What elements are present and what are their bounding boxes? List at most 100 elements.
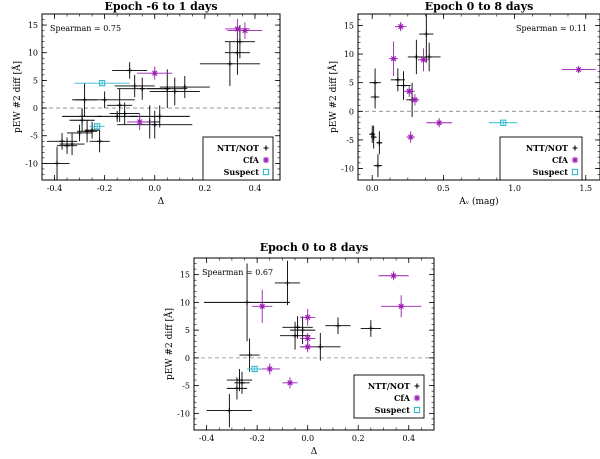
data-point	[251, 365, 258, 373]
data-point	[401, 83, 407, 89]
y-tick-label: -10	[25, 159, 38, 168]
data-point	[375, 163, 381, 169]
y-tick-label: 0	[185, 354, 190, 363]
legend-marker	[263, 145, 269, 151]
series-ntt-not	[204, 260, 381, 428]
data-point	[152, 122, 158, 128]
data-point	[397, 23, 404, 30]
y-tick-label: 10	[180, 298, 190, 307]
x-axis-label: Aᵥ (mag)	[458, 196, 498, 207]
data-point	[423, 31, 429, 37]
x-tick-label: 0.0	[301, 434, 314, 443]
legend-marker	[413, 406, 421, 414]
data-point	[244, 299, 250, 305]
data-point	[234, 385, 240, 391]
x-tick-label: 0.0	[148, 184, 161, 193]
data-point	[84, 128, 90, 134]
series-ntt-not	[369, 14, 441, 178]
y-tick-label: 0	[349, 107, 354, 116]
y-tick-label: -5	[30, 132, 38, 141]
data-point	[127, 67, 133, 73]
y-tick-label: 10	[28, 49, 38, 58]
data-point	[234, 25, 241, 33]
y-axis-label: pEW #2 diff [Å]	[327, 61, 339, 133]
series-suspect	[488, 119, 518, 126]
spearman-annotation: Spearman = 0.67	[202, 268, 273, 277]
data-point	[239, 380, 245, 386]
x-tick-label: -0.2	[249, 434, 264, 443]
data-point	[102, 97, 108, 103]
x-axis-label: Δ	[311, 447, 318, 457]
y-tick-label: -5	[346, 136, 354, 145]
data-point	[390, 55, 397, 62]
x-tick-label: 0.2	[198, 184, 211, 193]
data-point	[286, 379, 294, 387]
chart-2: Epoch 0 to 8 days 0.0 0.5 1.0 1.5 -10 -5 0 5 10 15…	[327, 0, 600, 207]
x-tick-label: 0.5	[437, 184, 450, 193]
data-point	[151, 70, 158, 77]
data-point	[407, 133, 414, 141]
data-layer	[44, 18, 263, 180]
legend-label: NTT/NOT	[368, 381, 410, 391]
chart-title: Epoch -6 to 1 days	[104, 0, 217, 13]
data-point	[117, 102, 123, 108]
data-layer	[204, 260, 422, 428]
data-point	[390, 272, 397, 279]
data-point	[304, 335, 311, 342]
data-point	[284, 280, 290, 286]
data-point	[182, 84, 188, 90]
data-point	[157, 113, 163, 119]
data-point	[89, 127, 95, 133]
data-point	[241, 27, 249, 34]
data-point	[79, 113, 85, 119]
legend-marker	[262, 168, 270, 176]
legend-box	[499, 136, 583, 181]
data-point	[406, 88, 413, 95]
data-point	[292, 333, 298, 339]
data-point	[59, 138, 65, 144]
y-axis-label: pEW #2 diff [Å]	[11, 61, 23, 133]
x-tick-label: -0.4	[199, 434, 214, 443]
y-tick-label: 15	[344, 21, 354, 30]
data-point	[295, 324, 301, 330]
data-point	[234, 50, 240, 56]
data-point	[368, 325, 374, 331]
legend-label: NTT/NOT	[217, 143, 259, 153]
y-tick-label: 10	[344, 50, 354, 59]
legend-label: CfA	[243, 155, 260, 165]
x-tick-label: -0.4	[47, 184, 62, 193]
y-tick-label: 5	[185, 326, 190, 335]
x-tick-label: 0.4	[402, 434, 415, 443]
data-point	[69, 141, 75, 147]
spearman-annotation: Spearman = 0.75	[50, 24, 121, 33]
data-point	[54, 160, 60, 166]
data-point	[114, 113, 120, 119]
legend-label: Suspect	[533, 167, 569, 177]
legend-marker	[571, 168, 579, 176]
legend-box	[353, 374, 425, 419]
data-point	[93, 123, 101, 130]
legend-label: CfA	[394, 393, 411, 403]
series-suspect	[247, 365, 263, 373]
data-point	[97, 138, 103, 144]
legend-marker	[262, 156, 270, 164]
data-point	[237, 39, 243, 45]
chart-3: Epoch 0 to 8 days -0.4 -0.2 0.0 0.2 0.4 -10 -5 0…	[163, 241, 435, 457]
data-point	[136, 118, 143, 126]
x-tick-label: 0.2	[352, 434, 365, 443]
legend-label: CfA	[552, 155, 569, 165]
legend: NTT/NOT CfA Suspect	[499, 136, 583, 181]
y-tick-label: 0	[33, 104, 38, 113]
legend-label: Suspect	[224, 167, 260, 177]
data-point	[420, 56, 427, 63]
legend-marker	[571, 156, 579, 164]
chart-1: Epoch -6 to 1 days -0.4 -0.2 0.0 0.2 0.4 -10 -5…	[11, 0, 281, 207]
y-tick-label: 15	[28, 21, 38, 30]
x-tick-label: -0.2	[97, 184, 112, 193]
data-point	[266, 365, 273, 373]
legend-marker	[413, 394, 421, 402]
x-tick-label: 1.5	[579, 184, 592, 193]
data-point	[395, 77, 401, 83]
data-point	[317, 344, 323, 350]
legend-label: NTT/NOT	[526, 143, 568, 153]
